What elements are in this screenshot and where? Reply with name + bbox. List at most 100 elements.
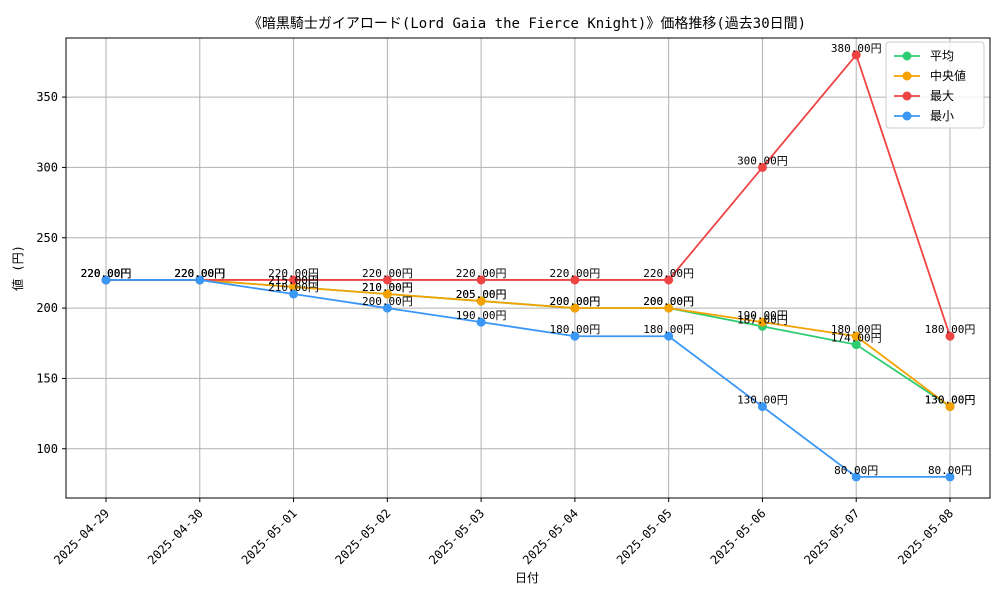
data-label: 210.00円	[362, 281, 413, 294]
data-label: 180.00円	[831, 323, 882, 336]
data-label: 380.00円	[831, 42, 882, 55]
data-point	[851, 340, 861, 350]
data-labels: 220.00円 220.00円215.00円210.00円205.00円200.0…	[81, 42, 976, 477]
data-point	[289, 282, 299, 292]
data-label: 220.00円	[174, 267, 225, 280]
legend-label: 平均	[930, 49, 954, 63]
data-label: 200.00円	[643, 295, 694, 308]
y-tick-label: 350	[36, 90, 58, 104]
data-point	[101, 275, 111, 285]
data-point	[851, 331, 861, 341]
legend-marker	[902, 51, 912, 61]
data-label: 205.00円	[456, 288, 507, 301]
data-label: 190.00円	[737, 309, 788, 322]
y-tick-label: 150	[36, 371, 58, 385]
legend-label: 中央値	[930, 68, 966, 83]
data-label: 220.00円	[456, 267, 507, 280]
data-point	[289, 275, 299, 285]
data-point	[851, 472, 861, 482]
data-point	[757, 402, 767, 412]
data-label: 174.00円	[831, 332, 882, 345]
data-point	[195, 275, 205, 285]
data-point	[382, 275, 392, 285]
data-label: 220.00円	[81, 267, 132, 280]
data-point	[945, 402, 955, 412]
y-axis: 100 150 200 250 300 350	[36, 90, 66, 456]
grid	[66, 38, 990, 498]
data-label: 190.00円	[456, 309, 507, 322]
data-point	[476, 275, 486, 285]
x-tick-label: 2025-05-07	[801, 506, 862, 567]
y-tick-label: 100	[36, 442, 58, 456]
data-point	[757, 317, 767, 327]
plot-area	[65, 37, 991, 499]
data-label: 180.00円	[643, 323, 694, 336]
data-label: 130.00円	[925, 394, 976, 407]
x-tick-label: 2025-05-02	[332, 506, 393, 567]
x-tick-label: 2025-04-29	[51, 506, 112, 567]
legend-marker	[902, 91, 912, 101]
legend-label: 最大	[930, 89, 954, 103]
x-tick-label: 2025-05-05	[614, 506, 675, 567]
data-label: 80.00円	[928, 464, 972, 477]
data-label: 130.00円	[737, 394, 788, 407]
data-label: 130.00円	[925, 394, 976, 407]
series-line-0	[106, 279, 951, 408]
data-label: 80.00円	[834, 464, 878, 477]
series-line-3	[106, 279, 950, 478]
data-label: 220.00円	[81, 267, 132, 280]
data-label: 220.00円	[268, 267, 319, 280]
data-label: 200.00円	[362, 295, 413, 308]
x-tick-label: 2025-05-08	[895, 506, 956, 567]
data-point	[476, 317, 486, 327]
x-axis: 2025-04-29 2025-04-30 2025-05-01 2025-05-02…	[51, 498, 956, 567]
data-point	[570, 275, 580, 285]
series-line-1	[106, 279, 951, 408]
y-tick-label: 300	[36, 160, 58, 174]
data-label: 200.00円	[550, 295, 601, 308]
data-label: 220.00円	[174, 267, 225, 280]
x-tick-label: 2025-05-01	[239, 506, 300, 567]
data-label: 220.00円	[174, 267, 225, 280]
data-point	[664, 275, 674, 285]
data-point	[382, 303, 392, 313]
data-label: 180.00円	[550, 323, 601, 336]
data-label: 220.00円	[362, 267, 413, 280]
data-label: 220.00円	[643, 267, 694, 280]
data-label: 220.00円	[174, 267, 225, 280]
x-tick-label: 2025-04-30	[145, 506, 206, 567]
x-tick-label: 2025-05-04	[520, 506, 581, 567]
data-label: 200.00円	[643, 295, 694, 308]
x-tick-label: 2025-05-03	[426, 506, 487, 567]
legend-marker	[902, 71, 912, 81]
data-label: 210.00円	[268, 281, 319, 294]
legend-box	[885, 41, 985, 129]
data-point	[945, 331, 955, 341]
data-label: 300.00円	[737, 154, 788, 167]
data-point	[664, 303, 674, 313]
data-point	[945, 472, 955, 482]
legend-label: 最小	[930, 109, 954, 123]
data-point	[570, 303, 580, 313]
data-label: 220.00円	[81, 267, 132, 280]
y-tick-label: 200	[36, 301, 58, 315]
data-point	[757, 162, 767, 172]
data-label: 187.00円	[737, 313, 788, 326]
chart-title: 《暗黒騎士ガイアロード(Lord Gaia the Fierce Knight)…	[248, 16, 806, 32]
data-point	[664, 331, 674, 341]
data-label: 215.00円	[268, 274, 319, 287]
data-label: 215.00円	[268, 274, 319, 287]
data-label: 180.00円	[925, 323, 976, 336]
data-point	[476, 296, 486, 306]
legend-marker	[902, 111, 912, 121]
data-label: 220.00円	[81, 267, 132, 280]
y-tick-label: 250	[36, 231, 58, 245]
x-tick-label: 2025-05-06	[708, 506, 769, 567]
series-group	[101, 50, 955, 482]
data-label: 200.00円	[550, 295, 601, 308]
series-line-2	[106, 53, 951, 337]
data-point	[289, 289, 299, 299]
y-axis-label: 値 (円)	[10, 245, 25, 291]
